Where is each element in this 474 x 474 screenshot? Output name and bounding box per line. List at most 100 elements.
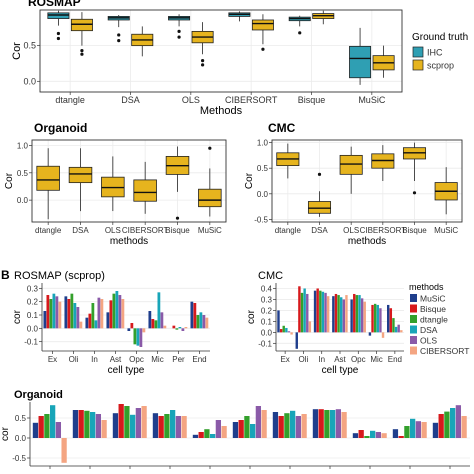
y-tick-label: 0.2 [261,306,273,315]
bar [306,293,309,333]
y-tick-label: -0.5 [12,454,26,463]
legend-swatch [410,336,417,344]
x-tick-label: MuSiC [198,226,222,235]
x-tick-label: dtangle [55,95,85,105]
bar [141,406,147,438]
y-tick-label: 0.5 [15,414,27,423]
bar [112,293,116,329]
bar [353,293,356,333]
bar [164,414,170,438]
x-tick-label: In [318,355,325,364]
rosmap-scprop-title: ROSMAP (scprop) [14,270,105,282]
box-body [133,179,157,202]
bar [55,422,62,438]
box-outlier [80,49,84,53]
y-tick-label: 0.2 [27,298,39,307]
x-tick-label: OLS [105,226,121,235]
x-axis-title: cell type [322,365,359,376]
bar [298,286,301,333]
bar [368,332,372,336]
bar [61,438,67,463]
box-outlier [117,33,121,37]
y-tick-label: -0.5 [254,215,268,224]
bar [352,433,359,438]
bar [109,300,113,329]
y-axis-title: cor [246,309,257,324]
bar [295,416,302,438]
bar [78,410,84,438]
bar [375,432,382,438]
y-axis-title: Cor [4,172,15,189]
bar [282,325,285,333]
y-axis-title: cor [0,426,11,441]
y-tick-label: 0.0 [27,324,39,333]
x-tick-label: CIBERSORT [360,226,407,235]
x-tick-label: Mic [151,355,163,364]
bar [133,328,137,345]
bar [345,295,348,333]
bar [97,297,101,329]
x-tick-label: DSA [311,226,328,235]
bar [295,332,298,349]
bar [290,332,293,335]
bar [308,321,312,333]
legend-label: Bisque [420,304,446,314]
organoid-bar-title: Organoid [14,389,63,401]
legend-swatch [410,294,417,302]
bar [52,293,56,329]
bar [196,315,200,329]
bar [112,413,119,438]
panel-border [31,139,227,223]
plot-panel [32,140,226,222]
box-outlier [317,172,322,176]
bar [337,295,340,333]
bar [190,301,194,329]
x-tick-label: dtangle [275,226,302,235]
bar [301,414,307,438]
x-axis-title: cell type [108,365,145,376]
bar [398,436,404,438]
bar [277,310,280,333]
bar [106,312,110,329]
box-outlier [208,146,212,150]
bar [290,410,296,438]
bar [44,414,50,438]
bar [355,295,359,333]
bar [421,422,427,438]
bar [148,311,152,329]
box-outlier [298,31,302,35]
legend-swatch [410,304,417,313]
bar [379,308,382,333]
y-tick-label: 1.0 [17,141,29,150]
x-tick-label: OLS [343,226,359,235]
bar [50,405,56,438]
y-tick-label: 0.5 [257,164,269,173]
bar [394,326,398,333]
bar [46,295,50,329]
bar [244,416,250,438]
y-tick-label: 0.0 [23,76,36,86]
bar [358,430,364,438]
y-axis-title: cor [12,309,23,324]
bar [415,421,422,438]
bar [172,325,176,329]
x-tick-label: Bisque [165,226,190,235]
bar [450,408,456,438]
bar [175,328,179,330]
bar [170,410,176,438]
bar [101,420,107,438]
bar [238,420,244,438]
box-body [349,45,372,79]
y-tick-label: 0.0 [15,434,27,443]
y-axis-title: Cor [244,172,255,189]
bar [313,290,317,333]
box-outlier [56,36,61,41]
box-outlier [412,191,417,195]
bar [124,406,130,438]
bar [193,303,197,329]
box-body [251,19,274,31]
legend-label: dtangle [420,315,448,325]
panel-border [271,139,463,223]
x-axis-title: methods [348,236,386,247]
